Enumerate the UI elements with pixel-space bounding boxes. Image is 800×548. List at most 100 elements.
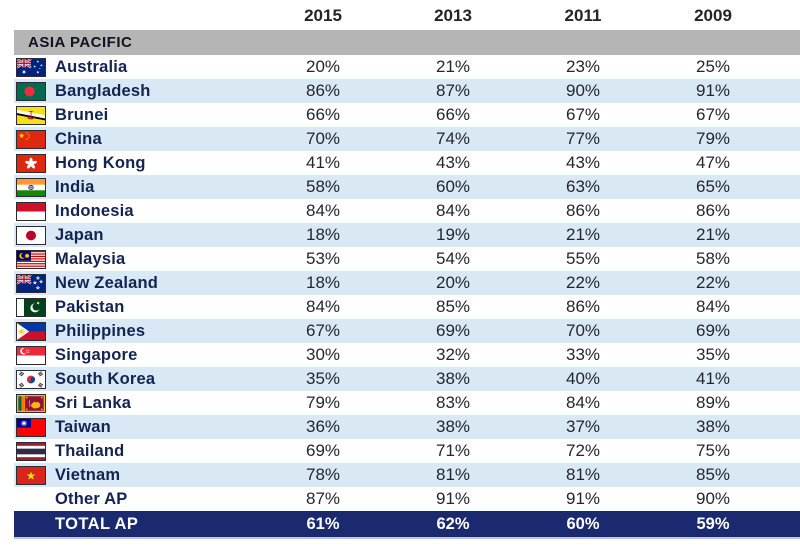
value-cell: 53% — [305, 249, 341, 268]
flag-australia-icon — [16, 57, 46, 77]
filler-cell — [778, 175, 800, 199]
flag-srilanka-icon — [16, 393, 46, 413]
column-header-2015: 2015 — [304, 6, 342, 25]
flag-southkorea-icon — [16, 369, 46, 389]
filler-cell — [778, 343, 800, 367]
total-label: TOTAL AP — [55, 514, 139, 533]
value-cell: 65% — [695, 177, 731, 196]
value-cell: 18% — [305, 225, 341, 244]
country-label: Malaysia — [55, 249, 126, 268]
value-cell: 25% — [695, 57, 731, 76]
country-cell: Taiwan — [14, 415, 258, 439]
value-cell: 21% — [565, 225, 601, 244]
country-cell: Malaysia — [14, 247, 258, 271]
filler-cell — [778, 487, 800, 511]
flag-hongkong-icon — [16, 153, 46, 173]
filler-cell — [778, 415, 800, 439]
country-cell: Bangladesh — [14, 79, 258, 103]
value-cell: 30% — [305, 345, 341, 364]
flag-pakistan-icon — [16, 297, 46, 317]
country-column-header — [14, 2, 258, 30]
country-cell: Sri Lanka — [14, 391, 258, 415]
value-cell: 54% — [435, 249, 471, 268]
country-cell: South Korea — [14, 367, 258, 391]
value-cell: 75% — [695, 441, 731, 460]
value-cell: 89% — [695, 393, 731, 412]
country-label: Thailand — [55, 441, 125, 460]
country-cell: India — [14, 175, 258, 199]
country-label: Japan — [55, 225, 104, 244]
value-cell: 47% — [695, 153, 731, 172]
country-cell: Thailand — [14, 439, 258, 463]
filler-cell — [778, 463, 800, 487]
table-row: Thailand 69% 71% 72% 75% — [14, 439, 800, 463]
country-cell: Pakistan — [14, 295, 258, 319]
country-label: Brunei — [55, 105, 109, 124]
value-cell: 43% — [565, 153, 601, 172]
table-row: Philippines 67% 69% 70% 69% — [14, 319, 800, 343]
value-cell: 83% — [435, 393, 471, 412]
filler-cell — [778, 223, 800, 247]
total-value-cell: 60% — [566, 514, 600, 533]
value-cell: 20% — [435, 273, 471, 292]
value-cell: 38% — [695, 417, 731, 436]
total-value-cell: 59% — [696, 514, 730, 533]
value-cell: 87% — [435, 81, 471, 100]
country-cell: Philippines — [14, 319, 258, 343]
flag-bangladesh-icon — [16, 81, 46, 101]
value-cell: 58% — [695, 249, 731, 268]
column-header-2009: 2009 — [694, 6, 732, 25]
filler-cell — [778, 391, 800, 415]
value-cell: 67% — [305, 321, 341, 340]
country-label: South Korea — [55, 369, 156, 388]
section-header-row: ASIA PACIFIC — [14, 30, 800, 55]
country-label: Australia — [55, 57, 128, 76]
flag-brunei-icon — [16, 105, 46, 125]
value-cell: 86% — [695, 201, 731, 220]
value-cell: 79% — [305, 393, 341, 412]
table-row: India 58% 60% 63% 65% — [14, 175, 800, 199]
value-cell: 85% — [695, 465, 731, 484]
filler-cell — [778, 103, 800, 127]
country-label: Indonesia — [55, 201, 134, 220]
flag-india-icon — [16, 177, 46, 197]
value-cell: 71% — [435, 441, 471, 460]
table-row: Brunei 66% 66% 67% 67% — [14, 103, 800, 127]
value-cell: 23% — [565, 57, 601, 76]
value-cell: 36% — [305, 417, 341, 436]
table-row: Singapore 30% 32% 33% 35% — [14, 343, 800, 367]
value-cell: 69% — [435, 321, 471, 340]
value-cell: 18% — [305, 273, 341, 292]
filler-cell — [778, 295, 800, 319]
value-cell: 72% — [565, 441, 601, 460]
table-row: South Korea 35% 38% 40% 41% — [14, 367, 800, 391]
value-cell: 84% — [565, 393, 601, 412]
table-row: Australia 20% 21% 23% 25% — [14, 55, 800, 79]
table-row: Sri Lanka 79% 83% 84% 89% — [14, 391, 800, 415]
table-row: Bangladesh 86% 87% 90% 91% — [14, 79, 800, 103]
country-label: New Zealand — [55, 273, 159, 292]
total-row: TOTAL AP 61% 62% 60% 59% — [14, 511, 800, 538]
country-label: Other AP — [55, 489, 128, 508]
country-label: Bangladesh — [55, 81, 151, 100]
filler-cell — [778, 55, 800, 79]
value-cell: 38% — [435, 417, 471, 436]
value-cell: 22% — [695, 273, 731, 292]
filler-cell — [778, 247, 800, 271]
table-body: ASIA PACIFIC Australia 20% 21% 23% 25% Bangla… — [14, 30, 800, 511]
value-cell: 63% — [565, 177, 601, 196]
country-cell: Brunei — [14, 103, 258, 127]
filler-cell — [778, 367, 800, 391]
country-label: Singapore — [55, 345, 138, 364]
value-cell: 70% — [305, 129, 341, 148]
asia-pacific-table: 2015 2013 2011 2009 ASIA PACIFIC Australia 2… — [14, 2, 800, 539]
table-wrap: 2015 2013 2011 2009 ASIA PACIFIC Australia 2… — [14, 0, 800, 539]
value-cell: 38% — [435, 369, 471, 388]
value-cell: 66% — [435, 105, 471, 124]
country-cell: Other AP — [14, 487, 258, 511]
flag-indonesia-icon — [16, 201, 46, 221]
value-cell: 90% — [565, 81, 601, 100]
table-row: Indonesia 84% 84% 86% 86% — [14, 199, 800, 223]
value-cell: 84% — [305, 297, 341, 316]
value-cell: 91% — [435, 489, 471, 508]
